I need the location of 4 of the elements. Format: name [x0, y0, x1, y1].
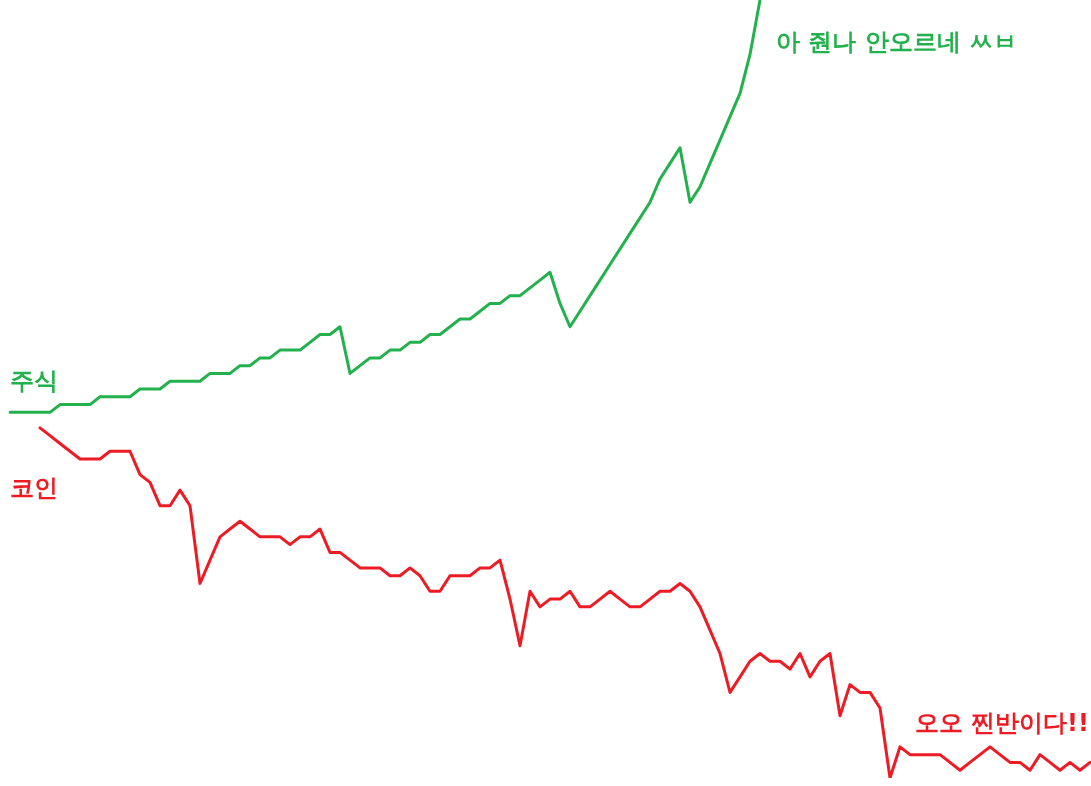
series-label: 코인	[10, 474, 58, 503]
series-label: 주식	[10, 366, 58, 395]
annotation: 아 줜나 안오르네 ㅆㅂ	[776, 28, 1018, 57]
annotation: 오오 찐반이다!!	[914, 708, 1089, 737]
